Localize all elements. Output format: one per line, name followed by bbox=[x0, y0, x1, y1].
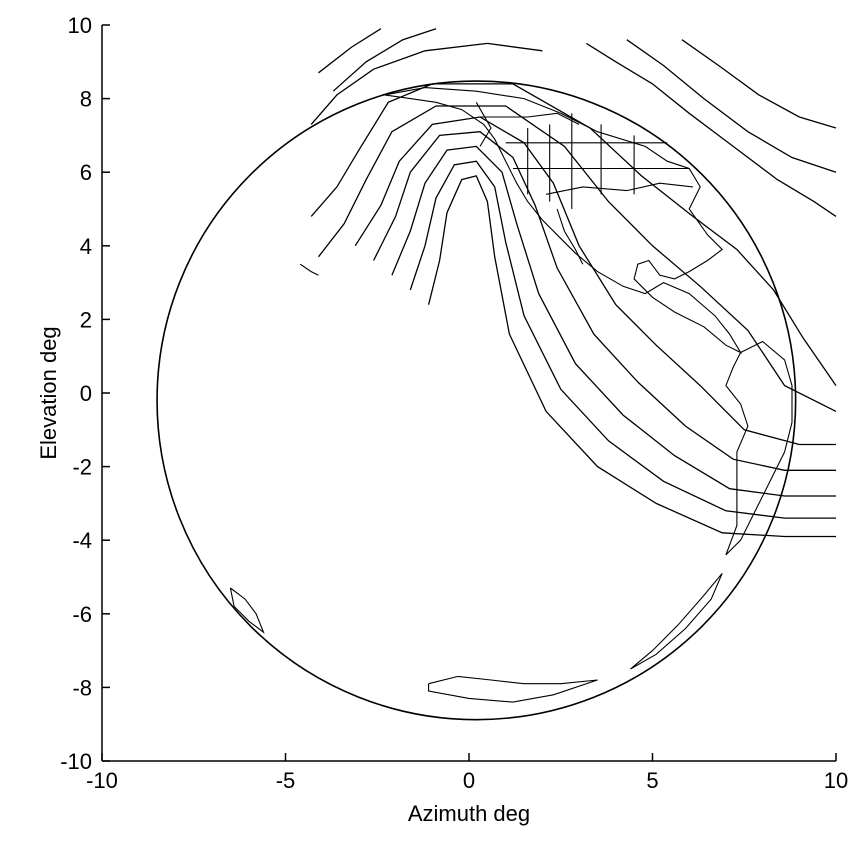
contour-line-10 bbox=[681, 39, 837, 129]
y-tick-label: -2 bbox=[72, 455, 92, 480]
contour-line-7 bbox=[427, 175, 836, 538]
x-tick-label: 10 bbox=[824, 768, 848, 793]
contour-line-2 bbox=[317, 105, 837, 412]
y-tick-label: 2 bbox=[80, 307, 92, 332]
contour-line-3 bbox=[354, 116, 836, 446]
y-tick-label: 6 bbox=[80, 160, 92, 185]
y-tick-label: 8 bbox=[80, 87, 92, 112]
contour-line-1 bbox=[310, 83, 837, 386]
contour-line-6 bbox=[409, 160, 836, 519]
y-tick-label: -6 bbox=[72, 602, 92, 627]
border-line-2 bbox=[545, 182, 693, 195]
contour-lines bbox=[310, 28, 837, 538]
axes bbox=[101, 24, 837, 762]
earth-disk bbox=[156, 80, 797, 721]
coastline-southern-cone bbox=[630, 572, 723, 670]
x-tick-label: -5 bbox=[276, 768, 296, 793]
coastline-new-zealand bbox=[229, 587, 265, 634]
coastline-baja bbox=[556, 208, 584, 265]
contour-line-12 bbox=[332, 28, 437, 92]
x-tick-label: 0 bbox=[463, 768, 475, 793]
contour-line-8 bbox=[586, 42, 837, 217]
y-axis-label: Elevation deg bbox=[36, 326, 61, 459]
y-tick-label: -4 bbox=[72, 528, 92, 553]
x-tick-label: -10 bbox=[86, 768, 118, 793]
coastline-antarctica bbox=[428, 675, 598, 703]
contour-line-9 bbox=[626, 39, 837, 173]
coastline-south-america bbox=[725, 340, 793, 556]
y-tick-label: 0 bbox=[80, 381, 92, 406]
border-line-1 bbox=[480, 112, 580, 125]
coastline-north-america bbox=[384, 87, 743, 354]
x-axis-label: Azimuth deg bbox=[408, 801, 530, 826]
contour-line-13 bbox=[310, 42, 543, 125]
x-tick-label: 5 bbox=[646, 768, 658, 793]
border-line-10 bbox=[475, 102, 492, 147]
y-tick-label: -8 bbox=[72, 675, 92, 700]
y-tick-label: 10 bbox=[68, 13, 92, 38]
y-tick-label: 4 bbox=[80, 234, 92, 259]
contour-line-4 bbox=[373, 131, 836, 471]
contour-line-5 bbox=[391, 145, 836, 497]
coastlines bbox=[229, 87, 793, 703]
y-tick-label: -10 bbox=[60, 749, 92, 774]
coastline-hawaii bbox=[299, 263, 319, 276]
contour-line-11 bbox=[318, 28, 382, 74]
tick-labels: -10 -5 0 5 10 -10 -8 -6 -4 -2 0 2 4 6 8 10 bbox=[60, 13, 848, 793]
